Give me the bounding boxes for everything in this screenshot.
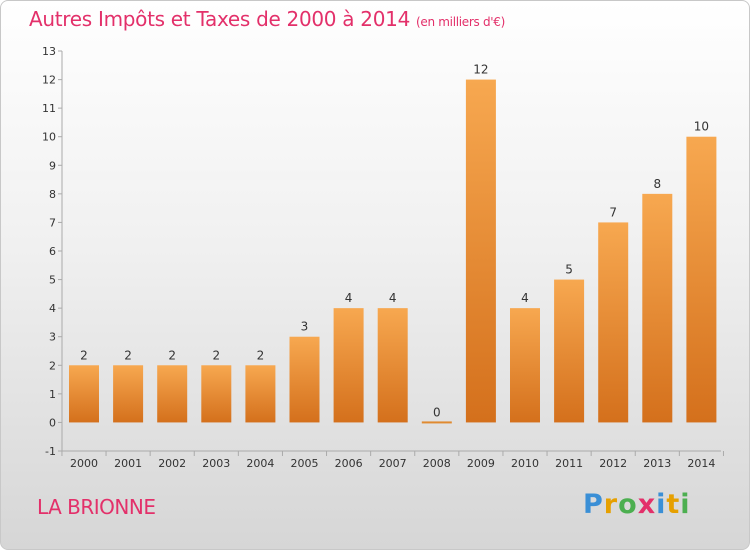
y-tick-label: 11 [42, 102, 56, 115]
bar [245, 365, 276, 423]
unit-label: (en milliers d'€) [416, 15, 506, 29]
chart-title: Autres Impôts et Taxes de 2000 à 2014 (en… [29, 7, 505, 31]
bar-value-label: 2 [168, 348, 176, 362]
bar-value-label: 4 [389, 291, 397, 305]
bar [157, 365, 188, 423]
x-tick-label: 2014 [687, 457, 715, 470]
bar-value-label: 12 [473, 63, 488, 77]
x-tick-label: 2009 [467, 457, 495, 470]
bar-value-label: 3 [301, 320, 309, 334]
logo-letter: i [680, 489, 691, 520]
x-tick-label: 2006 [335, 457, 363, 470]
logo-letter: t [666, 489, 681, 520]
x-tick-label: 2004 [246, 457, 274, 470]
y-tick-label: 7 [49, 216, 56, 229]
bar [201, 365, 232, 423]
y-tick-label: 2 [49, 359, 56, 372]
bar [113, 365, 144, 423]
bar-value-label: 2 [80, 348, 88, 362]
bar [421, 421, 452, 424]
bar [686, 136, 717, 423]
y-tick-label: 8 [49, 188, 56, 201]
proxiti-logo: Proxiti [583, 489, 691, 520]
x-tick-label: 2013 [643, 457, 671, 470]
bar [465, 79, 496, 423]
bar [289, 336, 320, 423]
x-tick-label: 2012 [599, 457, 627, 470]
y-tick-label: 1 [49, 388, 56, 401]
bar-value-label: 10 [694, 120, 709, 134]
x-tick-label: 2003 [202, 457, 230, 470]
logo-letter: x [637, 489, 657, 520]
bar-value-label: 7 [609, 205, 617, 219]
bar-value-label: 8 [653, 177, 661, 191]
x-tick-label: 2001 [114, 457, 142, 470]
bar-value-label: 4 [345, 291, 353, 305]
x-tick-label: 2000 [70, 457, 98, 470]
y-tick-label: 5 [49, 274, 56, 287]
y-tick-label: 3 [49, 331, 56, 344]
bar-value-label: 4 [521, 291, 529, 305]
logo-letter: r [603, 489, 619, 520]
y-tick-label: -1 [45, 445, 56, 458]
commune-name: LA BRIONNE [37, 495, 156, 519]
x-tick-label: 2007 [379, 457, 407, 470]
y-tick-label: 0 [49, 416, 56, 429]
x-tick-label: 2010 [511, 457, 539, 470]
bar [69, 365, 99, 423]
bar [333, 308, 364, 423]
title-text: Autres Impôts et Taxes de 2000 à 2014 [29, 7, 410, 31]
x-tick-label: 2011 [555, 457, 583, 470]
bar [377, 308, 408, 423]
y-tick-label: 6 [49, 245, 56, 258]
y-tick-label: 4 [49, 302, 56, 315]
bar [598, 222, 629, 423]
y-tick-label: 12 [42, 74, 56, 87]
x-tick-label: 2008 [423, 457, 451, 470]
y-tick-label: 10 [42, 131, 56, 144]
x-tick-label: 2005 [291, 457, 319, 470]
x-tick-label: 2002 [158, 457, 186, 470]
y-tick-label: 13 [42, 45, 56, 58]
bar-value-label: 2 [257, 348, 265, 362]
bar [554, 279, 585, 423]
bar [642, 193, 673, 423]
bar-value-label: 5 [565, 263, 573, 277]
y-tick-label: 9 [49, 159, 56, 172]
bar [510, 308, 540, 423]
logo-letter: P [583, 489, 604, 520]
bar-value-label: 0 [433, 405, 441, 419]
bar-value-label: 2 [124, 348, 132, 362]
bar-value-label: 2 [212, 348, 220, 362]
logo-letter: i [656, 489, 667, 520]
logo-letter: o [618, 489, 638, 520]
bar-chart: -101234567891011121322000220012200222003… [42, 45, 724, 470]
